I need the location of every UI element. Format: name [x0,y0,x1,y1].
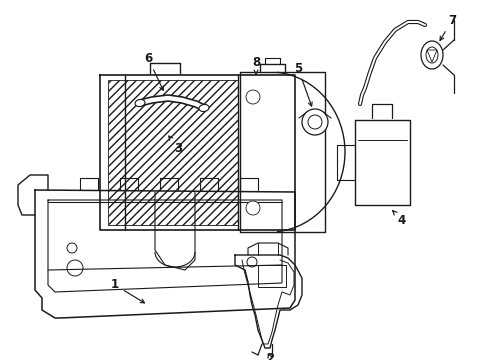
Ellipse shape [426,47,438,63]
Circle shape [67,260,83,276]
Text: 5: 5 [294,62,312,106]
Ellipse shape [135,99,145,107]
Text: 8: 8 [252,55,260,74]
Circle shape [247,257,257,267]
Text: 3: 3 [169,136,182,154]
Bar [108,80,238,225]
Circle shape [308,115,322,129]
Text: 6: 6 [144,51,163,90]
Circle shape [246,201,260,215]
Ellipse shape [421,41,443,69]
Text: 7: 7 [440,13,456,40]
Circle shape [246,90,260,104]
Circle shape [302,109,328,135]
Polygon shape [427,50,437,62]
Circle shape [70,263,80,273]
Text: 4: 4 [393,211,406,226]
Text: 1: 1 [111,279,145,303]
Ellipse shape [199,104,209,112]
Text: 2: 2 [266,351,274,360]
Bar [258,265,286,287]
Circle shape [67,243,77,253]
